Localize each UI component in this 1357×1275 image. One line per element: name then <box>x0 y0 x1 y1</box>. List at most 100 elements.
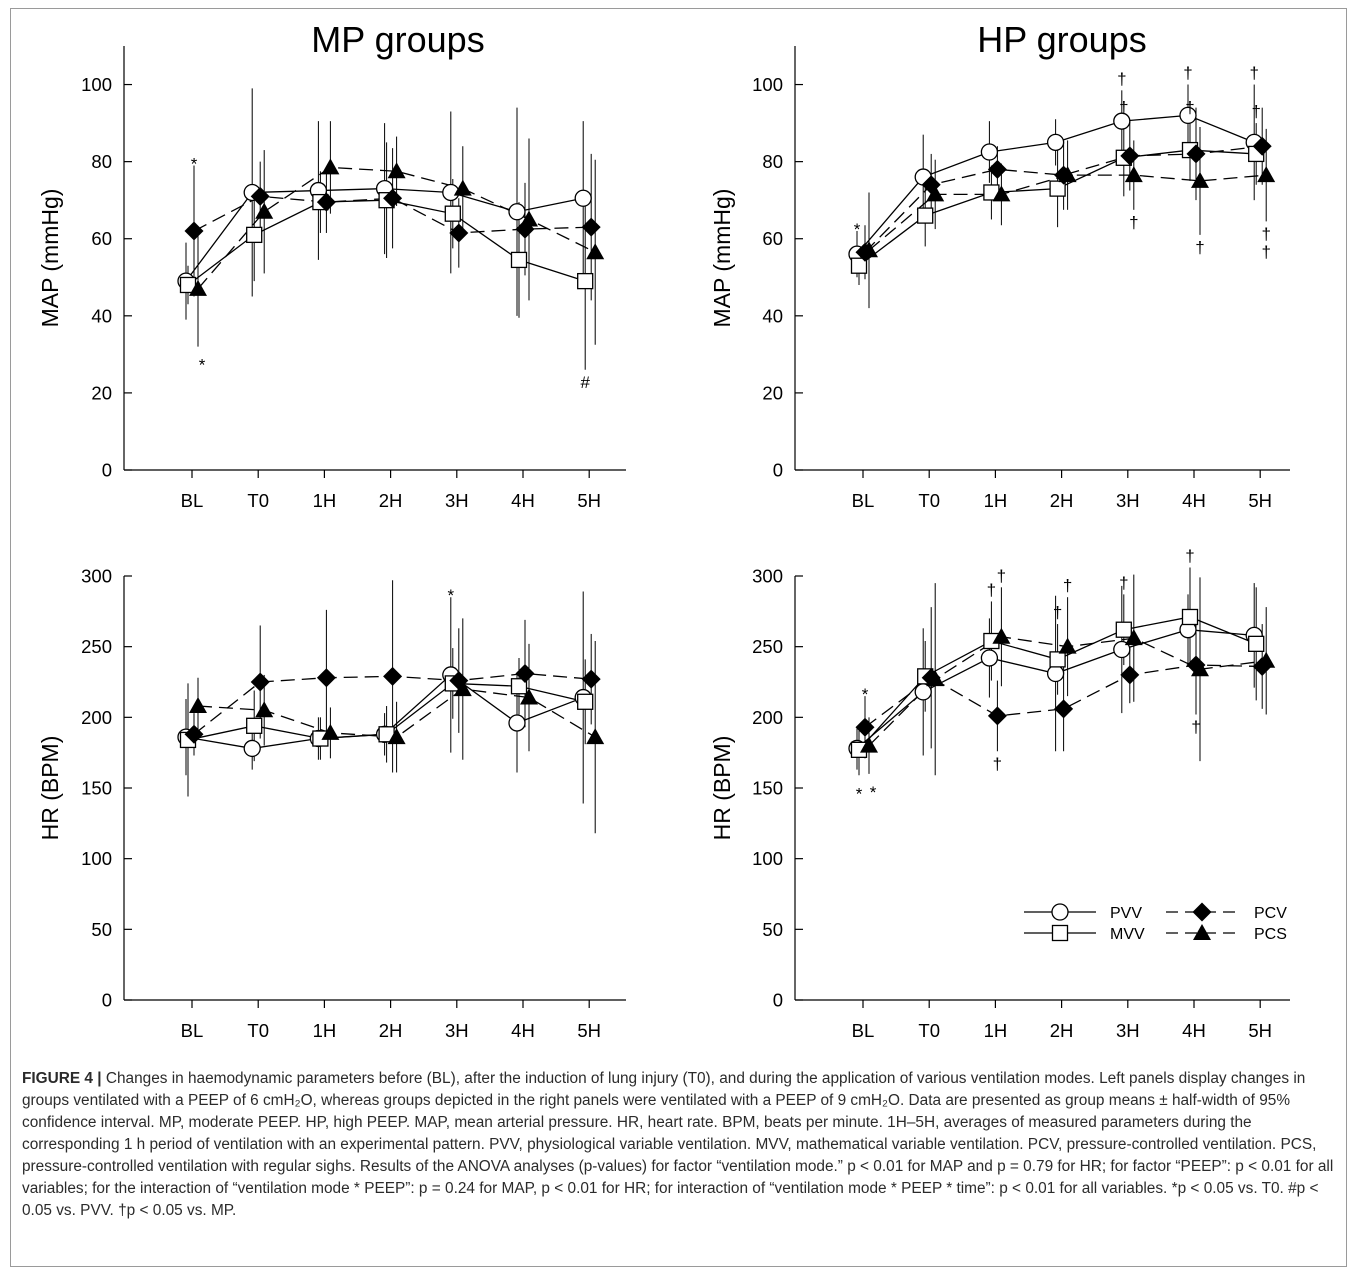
data-point-pcs <box>255 202 274 219</box>
x-tick-label: 1H <box>313 1020 337 1041</box>
data-point-pcs <box>1058 637 1077 654</box>
significance-marker: * <box>447 586 454 605</box>
y-tick-label: 250 <box>752 636 783 657</box>
x-tick-label: BL <box>181 490 204 511</box>
x-tick-label: 4H <box>511 490 535 511</box>
x-tick-label: 2H <box>379 1020 403 1041</box>
significance-marker: * <box>862 685 869 704</box>
data-point-pcs <box>860 736 878 753</box>
x-tick-label: 5H <box>577 490 601 511</box>
significance-marker: † <box>1261 224 1270 243</box>
data-point-pvv <box>1046 133 1065 152</box>
figure-frame <box>10 8 1347 1267</box>
x-tick-label: 3H <box>1116 490 1140 511</box>
data-point-pcv <box>1186 144 1206 164</box>
y-tick-label: 20 <box>762 382 783 403</box>
legend-label: PCS <box>1254 926 1287 943</box>
data-point-mvv <box>1115 621 1132 638</box>
y-axis-label: MAP (mmHg) <box>37 189 63 328</box>
data-point-mvv <box>577 693 594 710</box>
data-point-pcs <box>926 670 945 687</box>
x-tick-label: 2H <box>1050 1020 1074 1041</box>
y-tick-label: 0 <box>102 990 112 1011</box>
legend-label: PCV <box>1254 905 1287 922</box>
data-point-pcs <box>1257 166 1276 183</box>
data-point-mvv <box>1248 635 1265 652</box>
data-point-pcs <box>321 723 340 740</box>
significance-marker: * <box>199 356 206 375</box>
data-point-pcv <box>1054 699 1074 719</box>
x-tick-label: 5H <box>1248 1020 1272 1041</box>
significance-marker: † <box>1117 69 1126 88</box>
data-point-pcs <box>321 158 340 175</box>
chart-panel-3: 0 50 100 150 200 250 300 BL T0 1H 2H 3H 4H 5H HR (BPM)… <box>37 566 626 1041</box>
x-tick-label: T0 <box>918 1020 940 1041</box>
x-tick-label: 1H <box>984 490 1008 511</box>
data-point-mvv <box>577 272 594 290</box>
y-tick-label: 150 <box>752 778 783 799</box>
significance-marker: † <box>1053 603 1062 622</box>
y-tick-label: 100 <box>752 848 783 869</box>
significance-marker: * <box>854 220 861 239</box>
y-tick-label: 80 <box>91 151 112 172</box>
data-point-pcv <box>316 192 336 212</box>
y-tick-label: 0 <box>773 990 783 1011</box>
data-point-pcs <box>586 728 605 745</box>
significance-marker: † <box>1261 242 1270 261</box>
y-tick-label: 0 <box>773 460 783 481</box>
x-tick-label: BL <box>852 1020 875 1041</box>
data-point-pcv <box>184 724 204 744</box>
data-point-pcs <box>1124 166 1143 183</box>
x-tick-label: T0 <box>918 490 940 511</box>
legend-marker <box>1051 903 1069 921</box>
y-axis-label: MAP (mmHg) <box>709 189 735 328</box>
figure-plots: 0 20 40 60 80 100 BL T0 1H 2H 3H 4H 5H MAP (mmHg) MP g… <box>37 19 1290 1041</box>
data-point-pvv <box>508 714 526 732</box>
data-point-pcv <box>250 186 270 206</box>
data-point-pcs <box>1191 171 1209 188</box>
y-tick-label: 0 <box>102 460 112 481</box>
legend-marker <box>1051 924 1069 942</box>
significance-marker: † <box>1185 547 1194 566</box>
x-tick-label: T0 <box>247 1020 269 1041</box>
x-tick-label: 4H <box>511 1020 535 1041</box>
data-point-pvv <box>914 683 932 701</box>
data-point-pcv <box>987 706 1007 726</box>
data-point-pcv <box>1120 146 1140 166</box>
data-point-pcv <box>987 159 1007 179</box>
y-tick-label: 20 <box>91 382 112 403</box>
x-tick-label: 3H <box>445 1020 469 1041</box>
y-tick-label: 60 <box>762 228 783 249</box>
y-tick-label: 60 <box>91 228 112 249</box>
legend-label: PVV <box>1110 905 1142 922</box>
data-point-pvv <box>1113 640 1131 659</box>
x-tick-label: 1H <box>984 1020 1008 1041</box>
legend-item-pvv: PVV <box>1024 903 1142 922</box>
data-point-pcs <box>860 241 878 258</box>
data-point-pcv <box>1120 665 1140 685</box>
data-point-pvv <box>1046 664 1065 683</box>
legend-item-pcv: PCV <box>1166 902 1287 922</box>
chart-panel-4: 0 50 100 150 200 250 300 BL T0 1H 2H 3H 4H 5H HR (BPM)… <box>709 547 1290 1041</box>
data-point-pcs <box>189 697 207 714</box>
data-point-mvv <box>917 207 934 224</box>
data-point-pcs <box>1124 629 1143 646</box>
y-tick-label: 100 <box>81 74 112 95</box>
data-point-mvv <box>444 205 461 222</box>
legend-item-pcs: PCS <box>1166 924 1287 943</box>
legend-marker <box>1192 902 1212 922</box>
data-point-mvv <box>1049 180 1066 197</box>
data-point-pvv <box>243 739 261 758</box>
data-point-pcv <box>316 668 336 688</box>
significance-marker: † <box>1119 98 1128 117</box>
significance-marker: † <box>987 580 996 599</box>
data-point-pcs <box>1257 651 1276 668</box>
legend-marker <box>1193 924 1211 940</box>
x-tick-label: T0 <box>247 490 269 511</box>
chart-title: MP groups <box>311 19 484 60</box>
significance-marker: † <box>1129 213 1138 232</box>
data-point-pcs <box>387 162 406 179</box>
significance-marker: * <box>191 154 198 173</box>
data-point-pvv <box>574 189 592 207</box>
caption-text: Changes in haemodynamic parameters befor… <box>22 1070 1334 1219</box>
